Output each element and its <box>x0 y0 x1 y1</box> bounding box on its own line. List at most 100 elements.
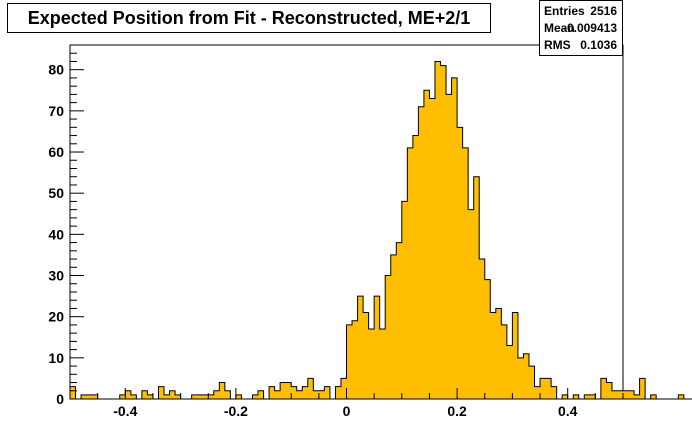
y-tick-label: 60 <box>48 144 64 160</box>
histogram-bin <box>318 390 325 399</box>
histogram-bin <box>551 386 557 399</box>
histogram-bin <box>125 390 132 399</box>
histogram-bin <box>357 296 364 399</box>
histogram-bin <box>606 382 613 399</box>
histogram-bin <box>628 390 635 399</box>
stats-label-entries: Entries <box>544 4 585 18</box>
histogram-bin <box>197 394 204 399</box>
histogram-bin <box>302 386 309 399</box>
histogram-bin <box>352 320 358 399</box>
histogram-bin <box>584 394 591 399</box>
y-tick-label: 20 <box>48 309 64 325</box>
histogram-bin <box>291 386 298 399</box>
histogram-bin <box>219 382 226 399</box>
histogram-bin <box>158 386 165 399</box>
histogram-bin <box>440 65 447 400</box>
histogram-bin <box>346 324 353 399</box>
histogram-bin <box>407 147 414 399</box>
histogram-bin <box>307 378 314 399</box>
histogram-bin <box>119 394 126 399</box>
histogram-bin <box>269 386 275 399</box>
histogram-bin <box>130 394 137 399</box>
x-tick-label: 0.2 <box>447 403 467 419</box>
stats-row-entries: Entries 2516 <box>544 4 617 20</box>
y-tick-label: 30 <box>48 268 64 284</box>
histogram-bin <box>224 390 231 399</box>
histogram-bin <box>368 329 375 399</box>
histogram-bin <box>202 394 209 399</box>
histogram-bin <box>611 390 618 399</box>
histogram-bin <box>617 390 624 399</box>
chart-title: Expected Position from Fit - Reconstruct… <box>27 8 471 28</box>
histogram-bin <box>258 390 264 399</box>
histogram-bin <box>374 296 380 399</box>
title-box: Expected Position from Fit - Reconstruct… <box>7 3 491 33</box>
histogram-bin <box>573 394 580 399</box>
histogram-bin <box>490 312 497 399</box>
stats-box: Entries 2516 Mean -0.009413 RMS 0.1036 <box>539 0 623 56</box>
histogram-bin <box>473 176 480 399</box>
histogram-bin <box>175 394 181 399</box>
histogram-bin <box>650 394 657 399</box>
y-tick-label: 50 <box>48 185 64 201</box>
x-tick-label: 0 <box>343 403 351 419</box>
histogram-bin <box>285 382 292 399</box>
histogram-bin <box>81 394 87 399</box>
histogram-bin <box>623 390 629 399</box>
histogram-bin <box>280 382 286 399</box>
histogram-bin <box>164 394 170 399</box>
histogram-bin <box>540 378 546 399</box>
histogram-bars <box>69 60 692 400</box>
axes: -0.4 -0.2 0 0.2 0.4 0 10 20 30 40 50 60 70 80 <box>48 44 624 419</box>
histogram-bin <box>678 394 685 399</box>
histogram-bin <box>418 106 425 399</box>
histogram-bin <box>517 357 524 399</box>
histogram-bin <box>340 378 347 399</box>
histogram-bin <box>434 61 441 399</box>
histogram-bin <box>169 390 176 399</box>
stats-label-rms: RMS <box>544 38 571 52</box>
y-tick-label: 40 <box>48 226 64 242</box>
histogram-bin <box>335 386 342 399</box>
histogram-bin <box>501 324 508 399</box>
y-tick-label: 80 <box>48 62 64 78</box>
histogram-bin <box>396 242 403 399</box>
histogram-bin <box>506 345 513 399</box>
histogram-bin <box>545 378 552 399</box>
stats-row-mean: Mean -0.009413 <box>544 21 617 37</box>
histogram-bin <box>379 329 386 399</box>
stats-label-mean: Mean <box>544 21 575 35</box>
histogram-bin <box>534 386 541 399</box>
histogram-bin <box>401 201 408 399</box>
histogram-bin <box>512 312 519 399</box>
histogram-bin <box>92 394 98 399</box>
histogram-bin <box>86 394 93 399</box>
histogram-bin <box>274 390 281 399</box>
histogram-bin <box>589 394 596 399</box>
histogram-bin <box>600 378 607 399</box>
histogram-bin <box>412 135 419 399</box>
histogram-bin <box>479 259 486 399</box>
histogram-bin <box>528 366 535 399</box>
x-tick-label: -0.2 <box>224 403 248 419</box>
stats-value-entries: 2516 <box>590 4 617 18</box>
histogram-bin <box>252 394 259 399</box>
histogram-bin <box>523 353 530 399</box>
histogram-bin <box>468 209 474 399</box>
stats-row-rms: RMS 0.1036 <box>544 38 617 54</box>
histogram-bin <box>208 394 215 399</box>
histogram-bin <box>313 390 320 399</box>
histogram-outline <box>69 60 692 400</box>
histogram-bin <box>213 390 220 399</box>
histogram-bin <box>462 147 469 399</box>
x-tick-label: -0.4 <box>113 403 137 419</box>
histogram-bin <box>141 390 148 399</box>
histogram-bin <box>562 394 568 399</box>
histogram-bin <box>423 90 430 400</box>
x-tick-label: 0.4 <box>558 403 578 419</box>
histogram-bin <box>324 386 331 399</box>
histogram-bin <box>235 394 242 399</box>
histogram-bin <box>429 98 436 399</box>
y-tick-label: 10 <box>48 350 64 366</box>
histogram-bin <box>451 77 458 399</box>
